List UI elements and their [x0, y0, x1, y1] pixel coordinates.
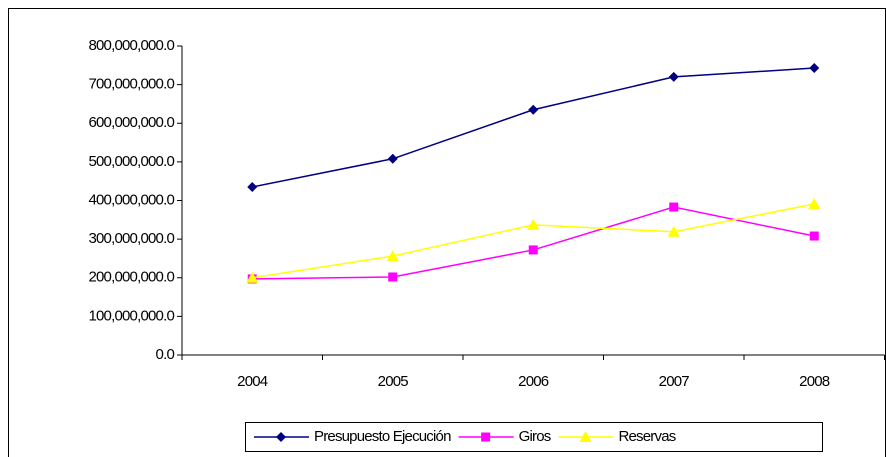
y-tick-label: 300,000,000.0 [88, 230, 174, 247]
y-tick-label: 800,000,000.0 [88, 37, 174, 54]
marker [247, 181, 258, 192]
marker [246, 271, 259, 283]
marker [669, 202, 679, 212]
x-tick-label: 2004 [237, 373, 268, 390]
chart-border [8, 8, 886, 457]
marker [808, 197, 821, 209]
marker [809, 231, 819, 241]
legend: Presupuesto Ejecución Giros Reservas [245, 422, 823, 452]
marker [276, 432, 286, 442]
marker [481, 432, 491, 442]
x-tick-label: 2005 [378, 373, 409, 390]
x-tick-label: 2008 [799, 373, 830, 390]
marker [527, 218, 540, 230]
marker [667, 225, 680, 237]
legend-label: Giros [519, 428, 551, 445]
y-tick-label: 200,000,000.0 [88, 269, 174, 286]
marker [528, 245, 538, 255]
marker [386, 250, 399, 262]
marker [579, 431, 592, 442]
y-tick-label: 400,000,000.0 [88, 191, 174, 208]
y-tick-label: 100,000,000.0 [88, 307, 174, 324]
y-tick-label: 600,000,000.0 [88, 114, 174, 131]
marker [528, 104, 539, 115]
legend-label: Presupuesto Ejecución [314, 428, 451, 445]
marker [668, 71, 679, 82]
x-tick-label: 2006 [518, 373, 549, 390]
y-tick-label: 0.0 [156, 346, 175, 363]
x-tick-label: 2007 [659, 373, 690, 390]
y-tick-label: 700,000,000.0 [88, 76, 174, 93]
marker [809, 63, 820, 74]
marker [387, 153, 398, 164]
marker [388, 272, 398, 282]
y-tick-label: 500,000,000.0 [88, 153, 174, 170]
legend-box [245, 422, 823, 452]
legend-label: Reservas [618, 428, 675, 445]
